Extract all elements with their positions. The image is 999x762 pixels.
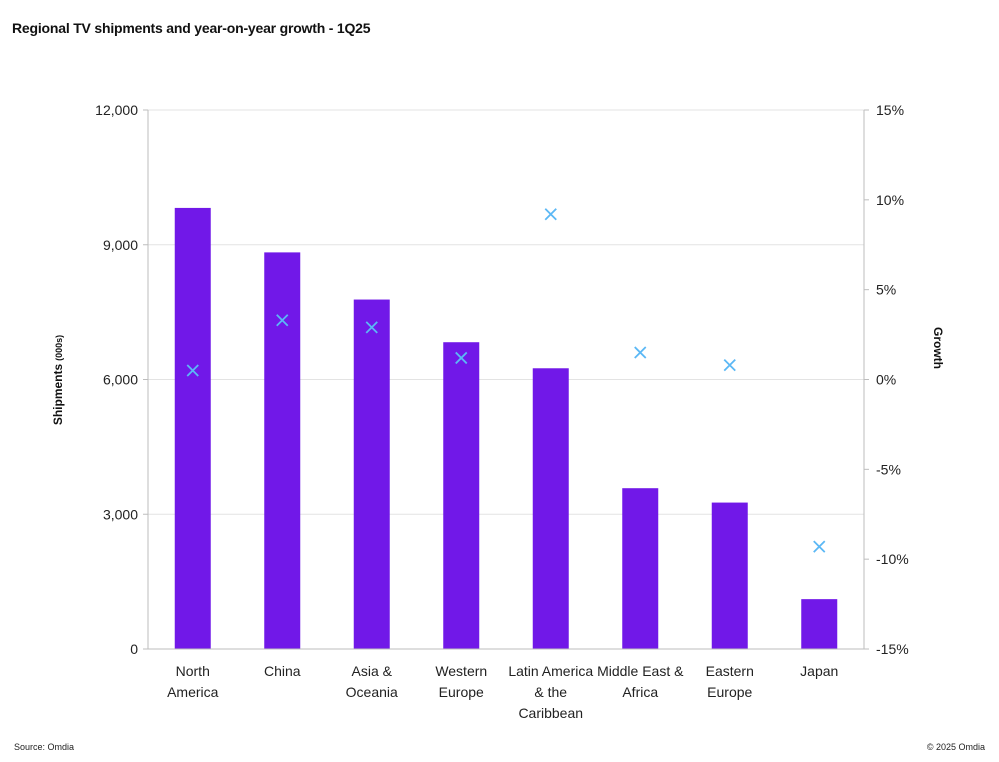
shipment-bar [264, 252, 301, 649]
shipment-bar [353, 299, 390, 649]
right-tick-label: -15% [876, 641, 909, 657]
category-label-line: Latin America [508, 663, 593, 679]
category-label: Western Europe [435, 663, 487, 700]
source-note: Source: Omdia [14, 742, 75, 752]
category-label-line: Caribbean [518, 705, 583, 721]
shipment-bar [174, 207, 211, 649]
growth-marker [365, 321, 378, 334]
growth-marker [186, 364, 199, 377]
right-tick-label: 15% [876, 102, 904, 118]
category-label-line: America [167, 684, 219, 700]
left-tick-label: 9,000 [103, 237, 138, 253]
right-tick-label: 0% [876, 372, 896, 388]
shipment-bar [443, 342, 480, 649]
chart-title: Regional TV shipments and year-on-year g… [12, 20, 371, 36]
growth-marker [723, 358, 736, 372]
category-label: Middle East & Africa [597, 663, 684, 700]
category-label: China [264, 663, 301, 679]
right-axis-title: Growth [931, 327, 945, 369]
category-label-line: Western [435, 663, 487, 679]
category-label-line: Japan [800, 663, 838, 679]
bar-series [174, 207, 838, 649]
growth-marker [276, 314, 289, 327]
category-label: North America [167, 663, 219, 700]
growth-marker [544, 208, 557, 221]
category-label-line: Middle East & [597, 663, 684, 679]
category-label-line: Europe [439, 684, 484, 700]
shipment-bar [532, 368, 569, 649]
shipment-bar [801, 599, 838, 649]
right-tick-label: 10% [876, 192, 904, 208]
left-tick-label: 6,000 [103, 372, 138, 388]
left-tick-label: 0 [130, 641, 138, 657]
right-tick-label: 5% [876, 282, 896, 298]
category-label-line: Eastern [706, 663, 754, 679]
category-label-line: Africa [622, 684, 658, 700]
right-tick-label: -5% [876, 461, 901, 477]
category-label-line: China [264, 663, 301, 679]
category-label-line: Europe [707, 684, 752, 700]
category-label: Asia & Oceania [346, 663, 398, 700]
left-axis-ticks: 0 3,000 6,000 9,000 12,000 [95, 102, 148, 657]
growth-marker [455, 351, 468, 365]
growth-marker-series [186, 208, 826, 553]
shipment-bar [711, 502, 748, 649]
growth-marker [634, 346, 647, 359]
left-tick-label: 3,000 [103, 506, 138, 522]
left-axis-unit: (000s) [54, 335, 64, 361]
gridlines [148, 109, 864, 515]
category-label: Japan [800, 663, 838, 679]
left-axis-title: Shipments (000s) [51, 335, 65, 425]
category-label-line: North [176, 663, 210, 679]
copyright-note: © 2025 Omdia [926, 742, 985, 752]
category-label-line: Asia & [352, 663, 393, 679]
left-tick-label: 12,000 [95, 102, 138, 118]
growth-marker [813, 540, 826, 553]
category-label-line: & the [534, 684, 567, 700]
category-label-line: Oceania [346, 684, 398, 700]
right-tick-label: -10% [876, 551, 909, 567]
right-axis-ticks: -15% -10% -5% 0% 5% 10% 15% [864, 102, 909, 657]
category-labels: North America China Asia & Oceania Western Eur… [167, 663, 838, 721]
left-axis-label: Shipments [51, 364, 65, 426]
category-label: Eastern Europe [706, 663, 754, 700]
category-label: Latin America & the Caribbean [508, 663, 593, 721]
shipment-bar [622, 488, 659, 649]
